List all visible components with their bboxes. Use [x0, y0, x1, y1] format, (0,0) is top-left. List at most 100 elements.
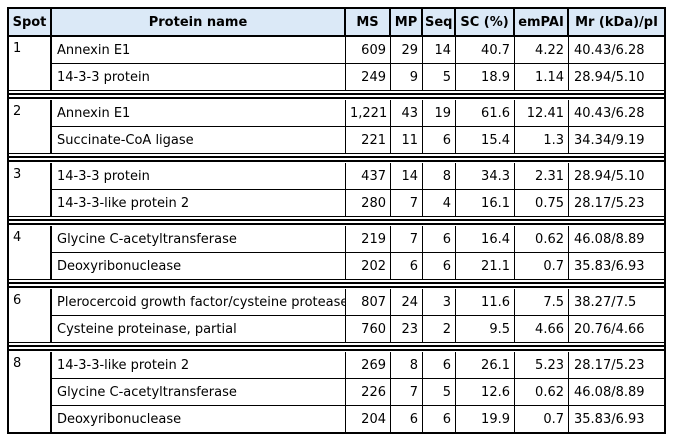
- cell-empai: 1.3: [515, 127, 569, 154]
- cell-empai: 1.14: [515, 64, 569, 91]
- double-line-divider: [9, 156, 664, 162]
- col-header-ms: MS: [346, 9, 391, 37]
- col-header-empai: emPAI: [515, 9, 569, 37]
- cell-seq: 6: [423, 226, 456, 253]
- col-header-sc-percent: SC (%): [456, 9, 515, 37]
- cell-empai: 0.7: [515, 406, 569, 432]
- cell-ms: 437: [346, 163, 391, 190]
- cell-empai: 2.31: [515, 163, 569, 190]
- cell-protein-name: Deoxyribonuclease: [52, 253, 346, 280]
- spot-cell: 6: [9, 289, 52, 343]
- group-separator-row: [9, 154, 664, 163]
- cell-sc-percent: 26.1: [456, 352, 515, 379]
- group-separator-cell: [9, 154, 664, 163]
- cell-mr-kda-pi: 28.17/5.23: [569, 190, 664, 217]
- cell-mp: 6: [391, 253, 423, 280]
- group-separator-row: [9, 343, 664, 352]
- double-line-divider: [9, 282, 664, 288]
- cell-protein-name: Annexin E1: [52, 37, 346, 64]
- cell-mp: 11: [391, 127, 423, 154]
- cell-mp: 23: [391, 316, 423, 343]
- cell-mr-kda-pi: 38.27/7.5: [569, 289, 664, 316]
- cell-seq: 5: [423, 64, 456, 91]
- cell-seq: 19: [423, 100, 456, 127]
- cell-sc-percent: 9.5: [456, 316, 515, 343]
- cell-mp: 43: [391, 100, 423, 127]
- cell-empai: 0.62: [515, 379, 569, 406]
- cell-sc-percent: 61.6: [456, 100, 515, 127]
- table-row: 3 14-3-3 protein 437 14 8 34.3 2.31 28.94/5.10: [9, 163, 664, 217]
- cell-protein-name: Cysteine proteinase, partial: [52, 316, 346, 343]
- col-header-spot: Spot: [9, 9, 52, 37]
- cell-mr-kda-pi: 20.76/4.66: [569, 316, 664, 343]
- cell-empai: 0.62: [515, 226, 569, 253]
- cell-ms: 280: [346, 190, 391, 217]
- table-row: 1 Annexin E1 609 29 14 40.7 4.22 40.43/6.28: [9, 37, 664, 91]
- cell-protein-name: 14-3-3-like protein 2: [52, 190, 346, 217]
- cell-empai: 4.22: [515, 37, 569, 64]
- cell-mp: 14: [391, 163, 423, 190]
- spot-cell: 2: [9, 100, 52, 154]
- cell-mp: 29: [391, 37, 423, 64]
- cell-mr-kda-pi: 28.94/5.10: [569, 64, 664, 91]
- cell-protein-name: 14-3-3-like protein 2: [52, 352, 346, 379]
- cell-sc-percent: 18.9: [456, 64, 515, 91]
- cell-seq: 6: [423, 253, 456, 280]
- cell-empai: 7.5: [515, 289, 569, 316]
- table-row: 2 Annexin E1 1,221 43 19 61.6 12.41 40.43/6.28: [9, 100, 664, 154]
- cell-empai: 4.66: [515, 316, 569, 343]
- cell-empai: 0.7: [515, 253, 569, 280]
- table-row: 14-3-3 protein 249 9 5 18.9 1.14 28.94/5.10: [9, 64, 664, 91]
- group-separator-cell: [9, 217, 664, 226]
- cell-ms: 249: [346, 64, 391, 91]
- cell-sc-percent: 40.7: [456, 37, 515, 64]
- cell-seq: 2: [423, 316, 456, 343]
- cell-seq: 6: [423, 352, 456, 379]
- table-body: 1 Annexin E1 609 29 14 40.7 4.22 40.43/6.28 14-3…: [9, 37, 664, 432]
- cell-ms: 204: [346, 406, 391, 432]
- table-row: Deoxyribonuclease 202 6 6 21.1 0.7 35.83/6.93: [9, 253, 664, 280]
- cell-seq: 5: [423, 379, 456, 406]
- group-separator-cell: [9, 91, 664, 100]
- table-row: Cysteine proteinase, partial 760 23 2 9.5 4.6…: [9, 316, 664, 343]
- table-row: 8 14-3-3-like protein 2 269 8 6 26.1 5.23 28.17…: [9, 352, 664, 432]
- cell-mp: 9: [391, 64, 423, 91]
- col-header-protein-name: Protein name: [52, 9, 346, 37]
- cell-mr-kda-pi: 35.83/6.93: [574, 411, 645, 427]
- cell-mr-kda-pi: 46.08/8.89: [569, 379, 664, 406]
- cell-sc-percent: 12.6: [456, 379, 515, 406]
- cell-ms: 226: [346, 379, 391, 406]
- cell-mr-kda-pi: 35.83/6.93: [569, 253, 664, 280]
- spot-cell: 1: [9, 37, 52, 91]
- cell-empai: 0.75: [515, 190, 569, 217]
- cell-mp: 24: [391, 289, 423, 316]
- cell-empai: 12.41: [515, 100, 569, 127]
- cell-seq: 8: [423, 163, 456, 190]
- group-separator-cell: [9, 280, 664, 289]
- header-row: Spot Protein name MS MP Seq SC (%) emPAI…: [9, 9, 664, 37]
- cell-ms: 1,221: [346, 100, 391, 127]
- group-separator-cell: [9, 343, 664, 352]
- cell-protein-name: Annexin E1: [52, 100, 346, 127]
- cell-sc-percent: 11.6: [456, 289, 515, 316]
- spot-cell: 8: [9, 352, 52, 432]
- cell-protein-name: Succinate-CoA ligase: [52, 127, 346, 154]
- col-header-mr-kda-pi: Mr (kDa)/pI: [569, 9, 664, 37]
- cell-seq: 4: [423, 190, 456, 217]
- cell-sc-percent: 34.3: [456, 163, 515, 190]
- spot-cell: 3: [9, 163, 52, 217]
- table-row: Glycine C-acetyltransferase 226 7 5 12.6 0.62…: [9, 379, 664, 406]
- table-row: 6 Plerocercoid growth factor/cysteine pro…: [9, 289, 664, 343]
- cell-ms: 609: [346, 37, 391, 64]
- cell-mr-kda-pi: 40.43/6.28: [569, 37, 664, 64]
- group-separator-row: [9, 217, 664, 226]
- cell-protein-name: Glycine C-acetyltransferase: [52, 226, 346, 253]
- cell-mp: 7: [391, 190, 423, 217]
- cell-mp: 6: [391, 406, 423, 432]
- cell-mp: 8: [391, 352, 423, 379]
- cell-sc-percent: 15.4: [456, 127, 515, 154]
- cell-seq: 6: [423, 127, 456, 154]
- cell-mr-kda-pi: 34.34/9.19: [569, 127, 664, 154]
- double-line-divider: [9, 219, 664, 225]
- cell-ms: 221: [346, 127, 391, 154]
